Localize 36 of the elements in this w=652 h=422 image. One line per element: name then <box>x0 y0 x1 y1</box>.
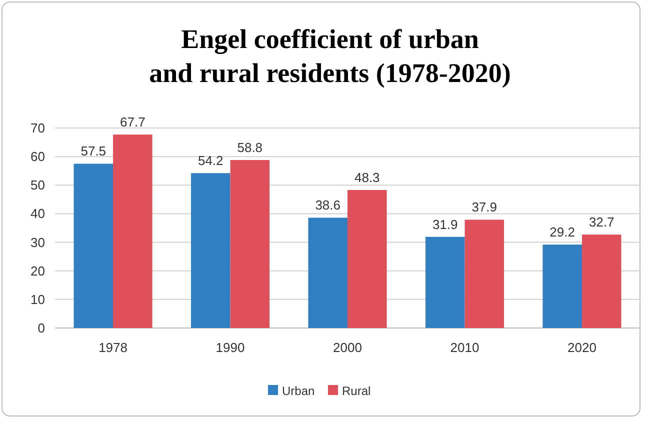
data-label: 38.6 <box>315 198 341 213</box>
x-tick-label: 2010 <box>450 340 480 355</box>
bar <box>425 236 465 328</box>
bar <box>74 164 114 328</box>
x-tick-label: 1978 <box>98 340 128 355</box>
data-label: 57.5 <box>80 144 106 159</box>
bar <box>230 160 270 328</box>
bar <box>113 134 152 328</box>
x-tick-label: 1990 <box>216 340 245 355</box>
legend-label: Urban <box>282 384 315 398</box>
bar <box>582 234 622 328</box>
bar <box>464 220 504 328</box>
bar <box>190 173 230 328</box>
data-label: 32.7 <box>588 214 614 230</box>
bar <box>542 244 582 328</box>
y-tick-label: 20 <box>30 263 45 278</box>
data-label: 67.7 <box>120 114 146 130</box>
y-tick-label: 40 <box>30 206 45 222</box>
data-label: 37.9 <box>472 200 498 215</box>
bar <box>348 190 387 328</box>
x-tick-label: 2000 <box>333 340 362 355</box>
y-tick-label: 60 <box>30 149 45 164</box>
y-tick-label: 50 <box>30 178 45 193</box>
legend-label: Rural <box>342 384 371 398</box>
data-label: 58.8 <box>237 140 263 155</box>
x-tick-label: 2020 <box>568 340 596 355</box>
y-tick-label: 0 <box>38 320 45 336</box>
data-label: 48.3 <box>354 170 380 185</box>
data-label: 54.2 <box>198 153 224 168</box>
y-tick-label: 30 <box>30 234 45 250</box>
data-label: 29.2 <box>550 224 575 240</box>
y-tick-label: 70 <box>30 120 45 136</box>
chart-title: Engel coefficient of urban and rural residents (1978-2020) <box>149 24 511 88</box>
y-tick-label: 10 <box>30 292 45 307</box>
bar <box>308 218 348 328</box>
data-label: 31.9 <box>432 216 458 232</box>
